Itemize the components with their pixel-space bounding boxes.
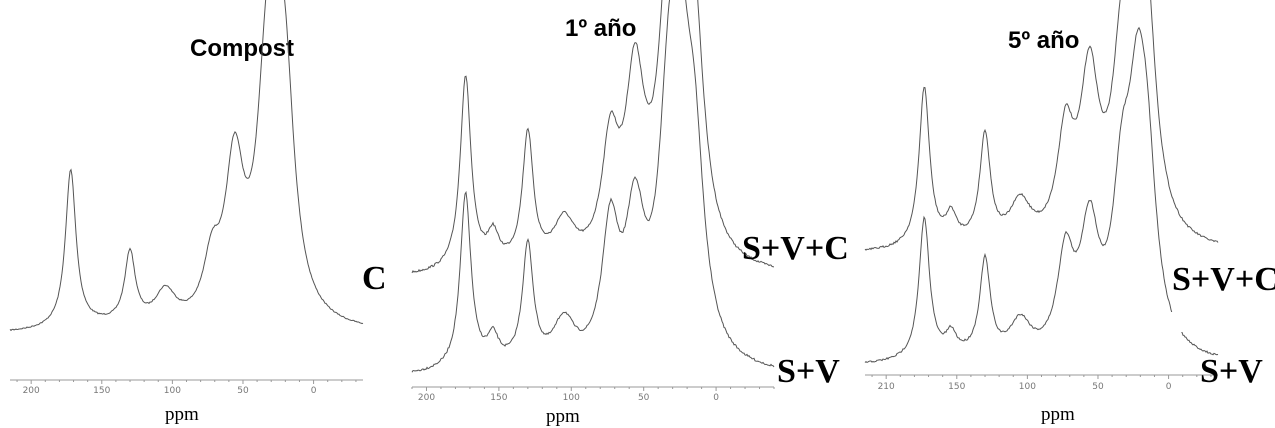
x-tick-label-3-150: 150 xyxy=(948,382,965,392)
x-tick-label-1-200: 200 xyxy=(23,386,40,396)
x-tick-label-3-0: 0 xyxy=(1166,382,1172,392)
panel-title-year-1: 1º año xyxy=(565,15,637,42)
x-tick-label-3-100: 100 xyxy=(1019,382,1036,392)
spectrum-trace-1-1 xyxy=(9,0,364,332)
x-axis-label-year-1: ppm xyxy=(546,406,580,427)
x-axis-label-compost: ppm xyxy=(165,404,199,425)
series-label-year1-svc: S+V+C xyxy=(742,230,849,267)
x-axis-label-year-5: ppm xyxy=(1041,404,1075,425)
series-label-compost-c: C xyxy=(362,260,387,297)
x-tick-label-1-0: 0 xyxy=(311,386,317,396)
x-tick-label-2-200: 200 xyxy=(418,393,435,403)
series-label-year5-svc: S+V+C xyxy=(1172,261,1275,298)
label-crop-mask xyxy=(1168,312,1272,332)
spectrum-trace-2-2 xyxy=(411,0,775,373)
series-label-year1-sv: S+V xyxy=(777,353,840,390)
x-tick-label-3-50: 50 xyxy=(1092,382,1104,392)
x-tick-label-2-150: 150 xyxy=(490,393,507,403)
x-tick-label-2-0: 0 xyxy=(713,393,719,403)
x-tick-label-2-100: 100 xyxy=(563,393,580,403)
spectrum-trace-3-2 xyxy=(864,26,1219,363)
panel-title-compost: Compost xyxy=(190,35,294,62)
panel-title-year-5: 5º año xyxy=(1008,27,1080,54)
spectrum-trace-3-1 xyxy=(864,0,1219,251)
series-label-year5-sv: S+V xyxy=(1200,353,1263,390)
x-tick-label-2-50: 50 xyxy=(638,393,650,403)
x-tick-label-1-150: 150 xyxy=(93,386,110,396)
x-tick-label-3-200: 210 xyxy=(878,382,895,392)
x-tick-label-1-50: 50 xyxy=(237,386,249,396)
spectrum-trace-2-1 xyxy=(411,0,775,274)
x-tick-label-1-100: 100 xyxy=(164,386,181,396)
